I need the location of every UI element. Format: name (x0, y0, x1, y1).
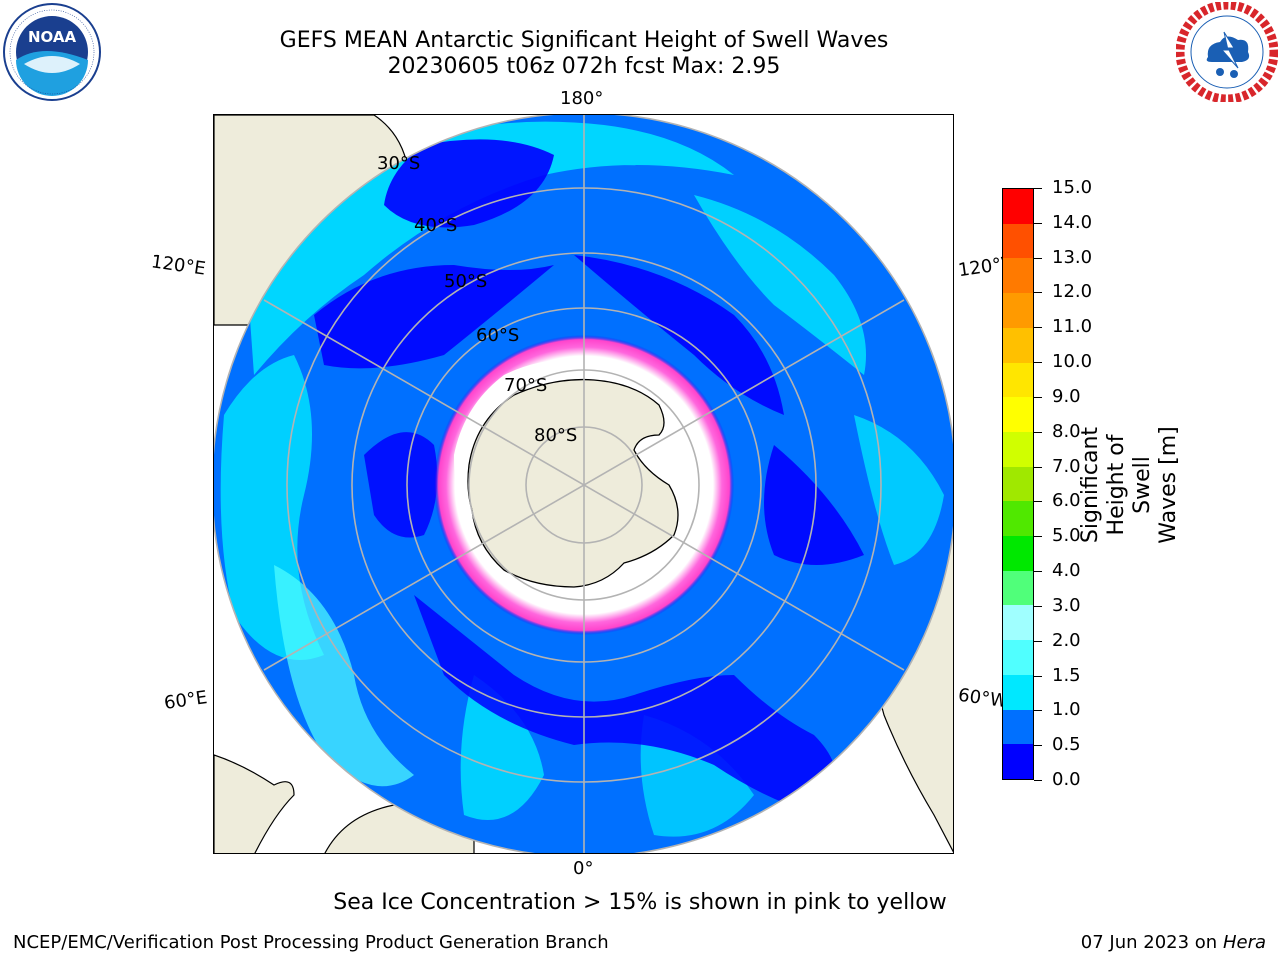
colorbar-tick-label: 0.5 (1052, 734, 1081, 756)
machine-name: Hera (1222, 932, 1266, 953)
date-text: 07 Jun 2023 on (1080, 932, 1218, 953)
colorbar-tick-label: 15.0 (1052, 177, 1093, 198)
graticule (214, 115, 953, 853)
colorbar-tick (1034, 327, 1042, 329)
colorbar-tick-label: 2.0 (1052, 629, 1081, 651)
colorbar-tick-label: 4.0 (1052, 560, 1081, 582)
colorbar-tick-label: 8.0 (1052, 420, 1081, 442)
colorbar-tick (1034, 292, 1042, 294)
colorbar-tick (1034, 605, 1042, 607)
colorbar-segment (1003, 466, 1033, 502)
colorbar-tick (1034, 536, 1042, 538)
colorbar-tick-label: 1.5 (1052, 664, 1081, 686)
colorbar-tick (1034, 188, 1042, 189)
colorbar-title: Significant Height of Swell Waves [m] (1078, 410, 1182, 560)
colorbar-tick (1034, 257, 1042, 259)
colorbar-tick-label: 9.0 (1052, 385, 1081, 407)
lon-label-180: 180° (560, 88, 604, 109)
colorbar-segment (1003, 223, 1033, 259)
colorbar-tick-label: 12.0 (1052, 281, 1093, 303)
sea-ice-footnote: Sea Ice Concentration > 15% is shown in … (333, 890, 947, 915)
colorbar-segment (1003, 397, 1033, 432)
colorbar-segment (1003, 327, 1033, 363)
colorbar-tick-label: 5.0 (1052, 525, 1081, 547)
colorbar-segment (1003, 674, 1033, 710)
colorbar-segment (1003, 570, 1033, 606)
lat-label-50s: 50°S (444, 271, 487, 292)
lat-label-70s: 70°S (504, 375, 547, 396)
colorbar-segment (1003, 501, 1033, 537)
nws-logo (1176, 2, 1278, 102)
colorbar-tick (1034, 396, 1042, 398)
date-credit: 07 Jun 2023 on Hera (1081, 932, 1266, 953)
colorbar-segment (1003, 362, 1033, 398)
polar-map: 30°S 40°S 50°S 60°S 70°S 80°S (214, 115, 953, 853)
lon-label-60e: 60°E (162, 687, 209, 714)
colorbar-tick-label: 13.0 (1052, 246, 1093, 268)
chart-subtitle: 20230605 t06z 072h fcst Max: 2.95 (387, 54, 781, 79)
colorbar-tick (1034, 571, 1042, 573)
colorbar-tick-label: 14.0 (1052, 211, 1093, 233)
colorbar-tick (1034, 466, 1042, 468)
colorbar-tick (1034, 640, 1042, 642)
colorbar-tick-label: 7.0 (1052, 455, 1081, 477)
colorbar-tick-label: 0.0 (1052, 769, 1081, 790)
antarctica (467, 378, 679, 588)
colorbar-tick (1034, 501, 1042, 503)
colorbar-segment (1003, 189, 1033, 224)
colorbar-tick-label: 10.0 (1052, 351, 1093, 373)
lat-label-80s: 80°S (534, 425, 577, 446)
colorbar-segment (1003, 293, 1033, 328)
colorbar-tick (1034, 780, 1042, 781)
colorbar-segment (1003, 605, 1033, 641)
lon-label-120e: 120°E (149, 251, 207, 280)
lat-label-60s: 60°S (476, 325, 519, 346)
colorbar-tick (1034, 362, 1042, 364)
noaa-logo-text: NOAA (28, 28, 77, 46)
map-panel: 30°S 40°S 50°S 60°S 70°S 80°S (213, 114, 954, 854)
colorbar-tick-label: 11.0 (1052, 316, 1093, 338)
chart-title: GEFS MEAN Antarctic Significant Height o… (279, 28, 889, 53)
lon-label-0: 0° (573, 858, 594, 879)
colorbar-tick (1034, 675, 1042, 677)
colorbar-segment (1003, 431, 1033, 467)
credit-text: NCEP/EMC/Verification Post Processing Pr… (13, 932, 609, 953)
colorbar (1002, 188, 1034, 780)
colorbar-tick (1034, 745, 1042, 747)
lat-label-30s: 30°S (377, 153, 420, 174)
colorbar-tick (1034, 710, 1042, 712)
colorbar-title-text: Significant Height of Swell Waves [m] (1078, 426, 1181, 544)
colorbar-tick-label: 1.0 (1052, 699, 1081, 721)
colorbar-segment (1003, 744, 1033, 779)
colorbar-segment (1003, 536, 1033, 571)
colorbar-tick (1034, 222, 1042, 224)
lat-label-40s: 40°S (414, 215, 457, 236)
colorbar-tick (1034, 431, 1042, 433)
colorbar-segment (1003, 640, 1033, 675)
noaa-logo: NOAA (3, 3, 101, 101)
colorbar-tick-label: 3.0 (1052, 594, 1081, 616)
colorbar-tick-label: 6.0 (1052, 490, 1081, 512)
colorbar-segment (1003, 709, 1033, 745)
colorbar-segment (1003, 258, 1033, 294)
